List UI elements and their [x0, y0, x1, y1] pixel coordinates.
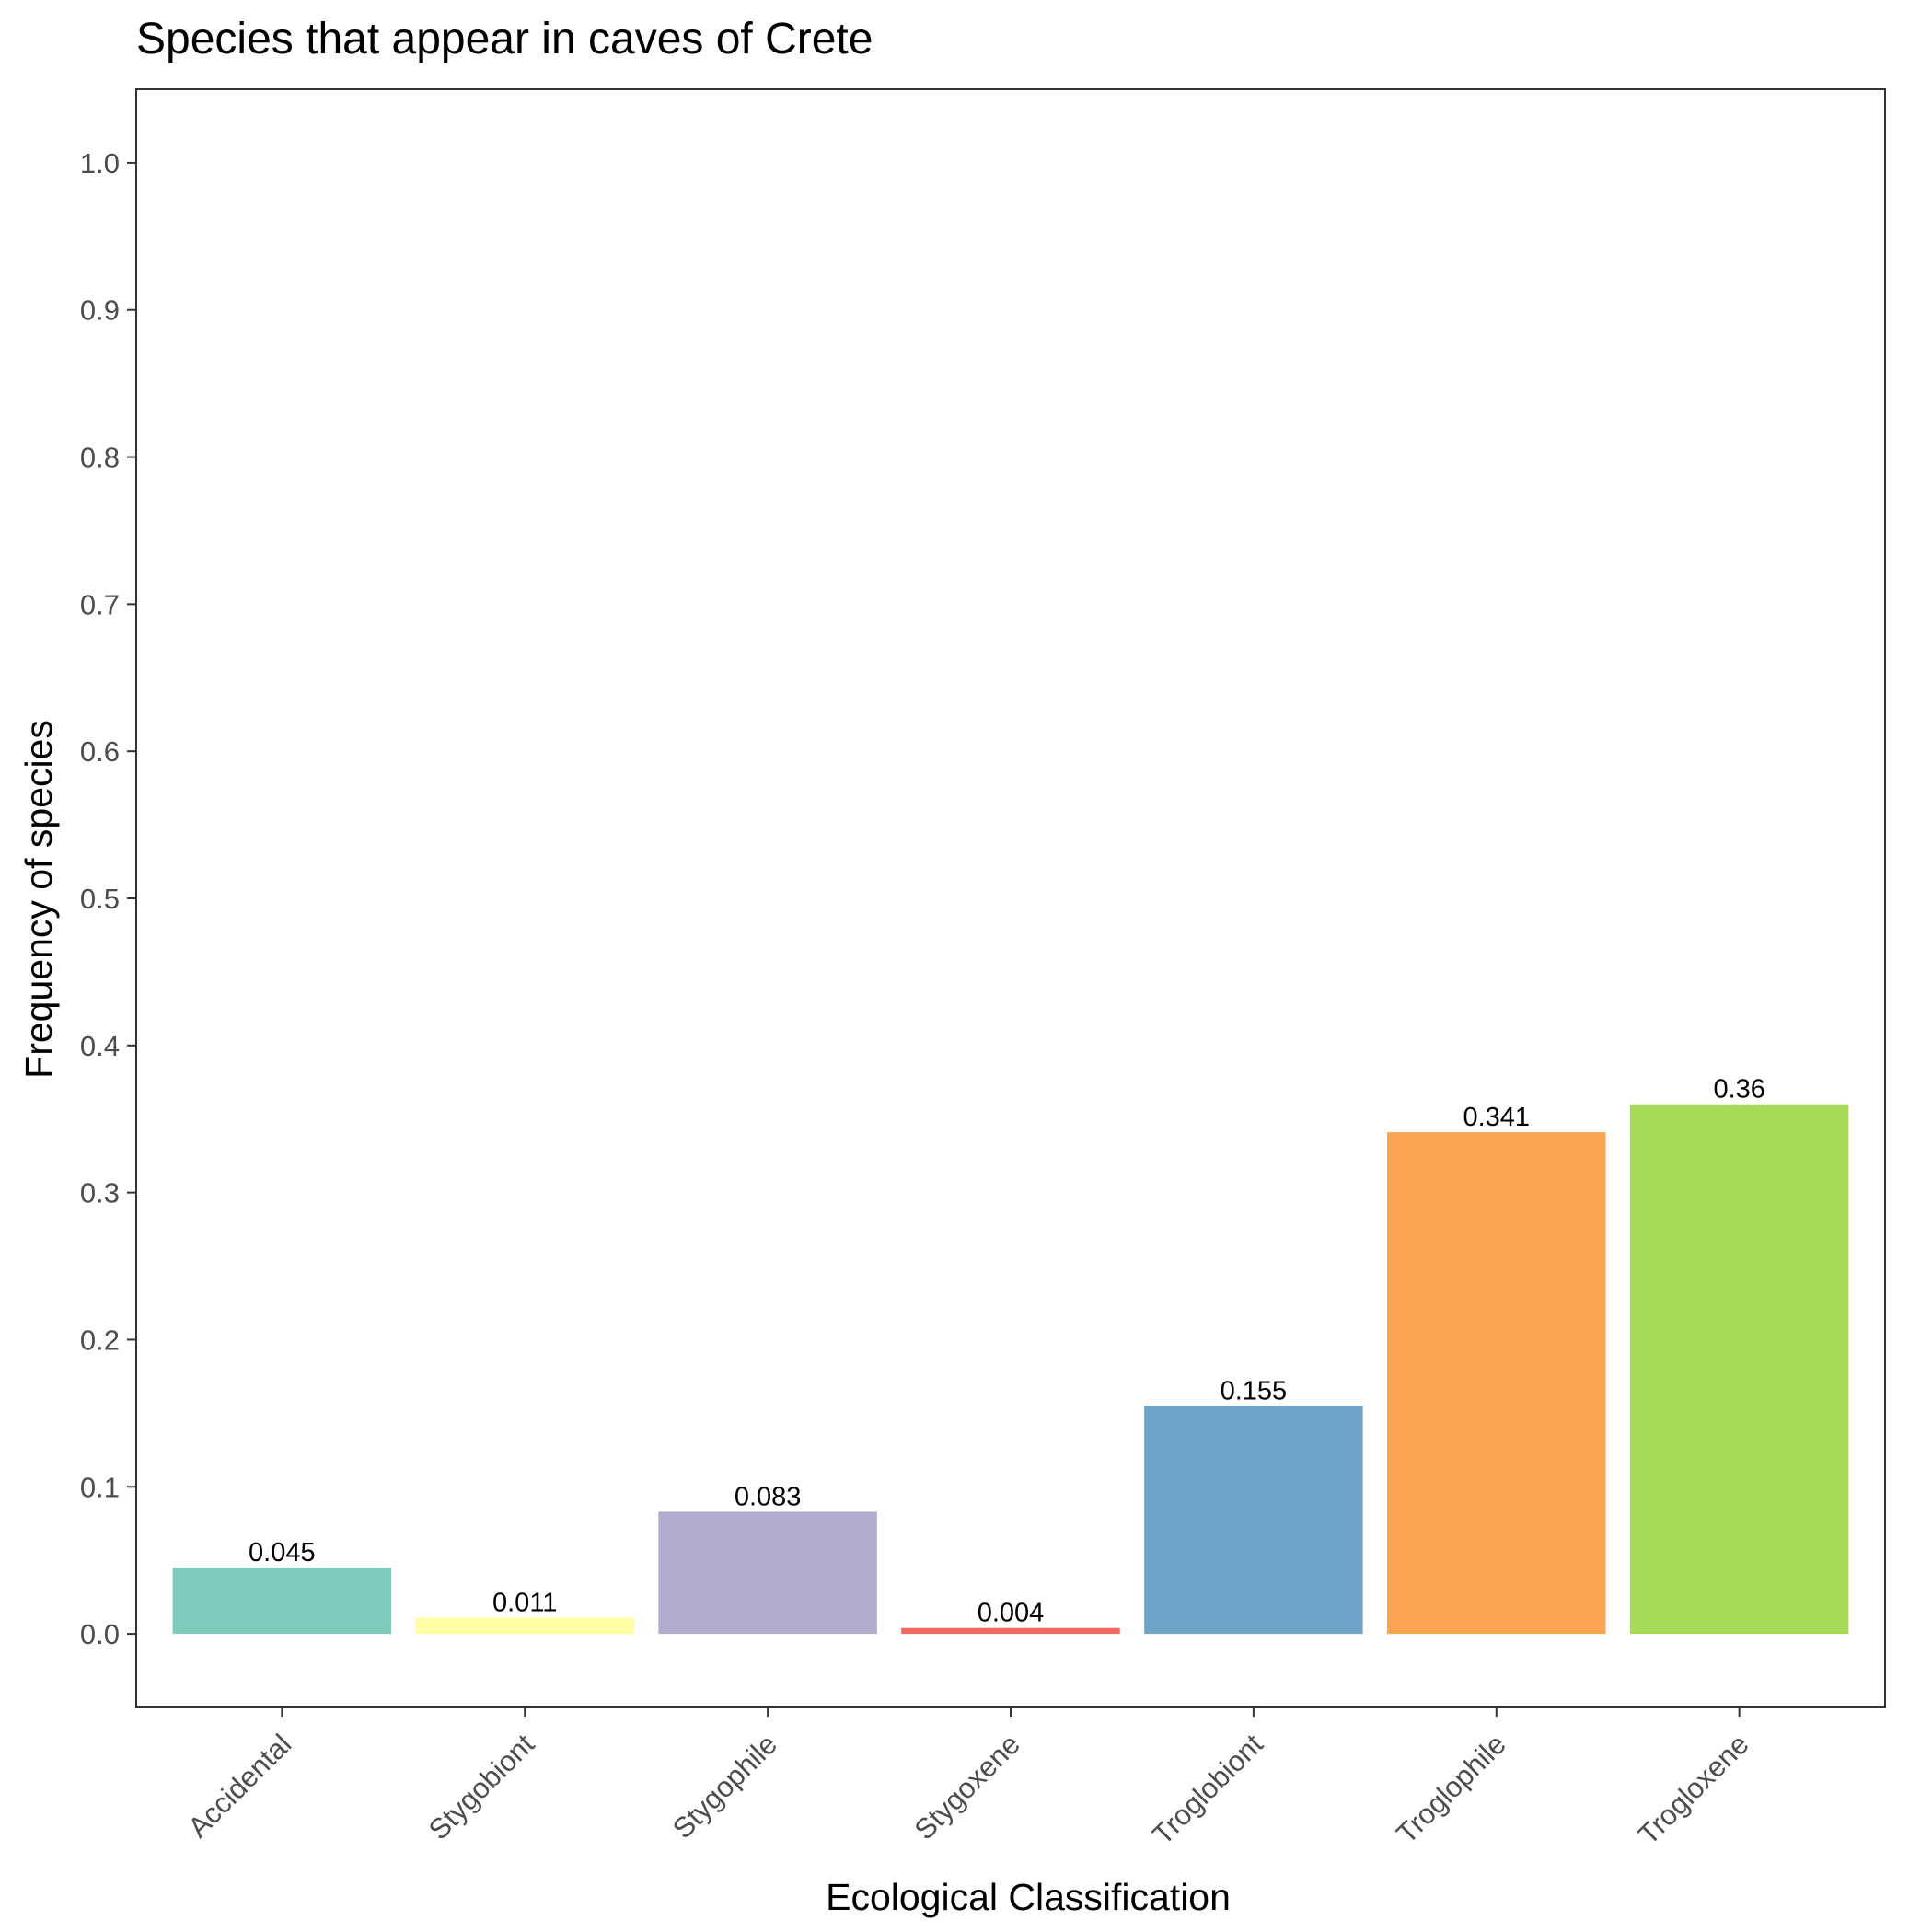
y-tick-label: 0.5 — [80, 883, 120, 915]
data-label-stygophile: 0.083 — [735, 1482, 802, 1511]
y-tick-label: 0.8 — [80, 442, 120, 474]
bar-accidental — [172, 1568, 392, 1635]
plot-panel — [135, 88, 1886, 1708]
bar-troglophile — [1387, 1132, 1606, 1635]
data-label-stygobiont: 0.011 — [492, 1589, 557, 1618]
y-tick-label: 0.4 — [80, 1030, 120, 1062]
data-label-stygoxene: 0.004 — [978, 1599, 1045, 1628]
x-tick-label-accidental: Accidental — [181, 1728, 297, 1844]
data-labels-group: 0.045 0.011 0.083 0.004 0.155 0.341 0.36 — [249, 1075, 1765, 1628]
bar-trogloxene — [1629, 1104, 1849, 1635]
bar-stygobiont — [415, 1617, 634, 1635]
x-axis: Accidental Stygobiont Stygophile Stygoxene T… — [181, 1707, 1755, 1851]
x-tick-label-stygophile: Stygophile — [666, 1728, 783, 1845]
y-axis-title: Frequency of species — [17, 720, 60, 1079]
bar-stygoxene — [901, 1627, 1120, 1635]
data-label-troglophile: 0.341 — [1463, 1103, 1530, 1132]
x-tick-label-trogloxene: Trogloxene — [1632, 1728, 1755, 1851]
x-tick-label-troglophile: Troglophile — [1390, 1728, 1511, 1849]
x-axis-title: Ecological Classification — [826, 1876, 1231, 1918]
y-tick-label: 0.7 — [80, 588, 120, 620]
y-tick-label: 0.9 — [80, 295, 120, 327]
data-label-troglobiont: 0.155 — [1221, 1376, 1288, 1406]
x-tick-label-stygobiont: Stygobiont — [422, 1728, 541, 1846]
x-tick-label-troglobiont: Troglobiont — [1146, 1728, 1269, 1851]
bars-group — [172, 1104, 1849, 1635]
y-tick-label: 1.0 — [80, 147, 120, 179]
bar-stygophile — [658, 1511, 877, 1635]
y-tick-label: 0.1 — [80, 1471, 120, 1503]
chart-title: Species that appear in caves of Crete — [136, 15, 873, 64]
x-tick-label-stygoxene: Stygoxene — [908, 1728, 1026, 1845]
bar-troglobiont — [1144, 1406, 1363, 1635]
y-tick-label: 0.3 — [80, 1177, 120, 1209]
y-axis: 0.0 0.1 0.2 0.3 0.4 0.5 0.6 0.7 0.8 0.9 1.0 — [80, 147, 136, 1650]
y-tick-label: 0.0 — [80, 1618, 120, 1650]
data-label-trogloxene: 0.36 — [1713, 1075, 1764, 1105]
y-tick-label: 0.2 — [80, 1324, 120, 1356]
y-tick-label: 0.6 — [80, 735, 120, 768]
data-label-accidental: 0.045 — [249, 1538, 316, 1568]
